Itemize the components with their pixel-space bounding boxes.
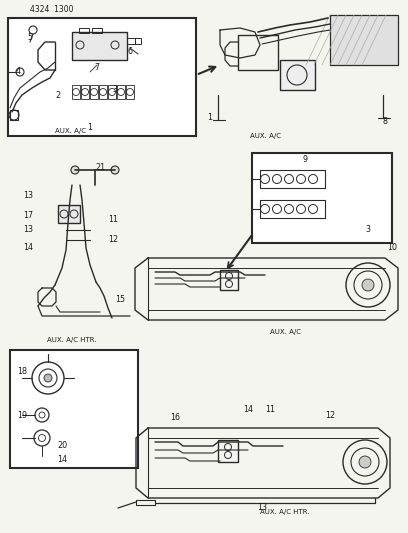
Text: 14: 14 <box>243 406 253 415</box>
Text: 1: 1 <box>208 114 213 123</box>
Bar <box>99 85 107 99</box>
Text: 4: 4 <box>16 68 20 77</box>
Text: 8: 8 <box>383 117 388 126</box>
Bar <box>10 350 138 468</box>
Circle shape <box>44 374 52 382</box>
Text: 16: 16 <box>170 414 180 423</box>
Text: 21: 21 <box>95 164 105 173</box>
Text: 9: 9 <box>302 156 308 165</box>
Text: 12: 12 <box>325 410 335 419</box>
Text: 3: 3 <box>366 225 370 235</box>
Text: AUX. A/C: AUX. A/C <box>250 133 281 139</box>
Text: 17: 17 <box>23 211 33 220</box>
Text: 14: 14 <box>57 456 67 464</box>
Text: 7: 7 <box>94 63 100 72</box>
Text: 11: 11 <box>265 406 275 415</box>
Text: AUX. A/C HTR.: AUX. A/C HTR. <box>47 337 97 343</box>
Text: 14: 14 <box>23 244 33 253</box>
Text: 5: 5 <box>27 34 33 43</box>
Bar <box>252 153 392 243</box>
Bar <box>90 85 98 99</box>
Text: 4324  1300: 4324 1300 <box>30 5 73 14</box>
Bar <box>79 28 89 33</box>
Text: 12: 12 <box>108 236 118 245</box>
Text: 3: 3 <box>113 85 118 94</box>
Text: 13: 13 <box>23 190 33 199</box>
Text: AUX. A/C: AUX. A/C <box>270 329 301 335</box>
Bar <box>58 205 80 223</box>
Bar <box>81 85 89 99</box>
Bar <box>127 38 135 44</box>
Text: 13: 13 <box>23 225 33 235</box>
Text: 13: 13 <box>257 504 267 513</box>
Text: 10: 10 <box>387 244 397 253</box>
Circle shape <box>359 456 371 468</box>
Text: 1: 1 <box>87 124 93 133</box>
Bar <box>330 15 398 65</box>
Text: AUX. A/C HTR.: AUX. A/C HTR. <box>260 509 310 515</box>
Text: AUX. A/C: AUX. A/C <box>55 128 86 134</box>
Text: 18: 18 <box>17 367 27 376</box>
Text: 19: 19 <box>17 410 27 419</box>
Bar <box>72 85 80 99</box>
Text: 6: 6 <box>127 47 133 56</box>
Bar <box>280 60 315 90</box>
Bar <box>218 440 238 462</box>
Bar <box>117 85 125 99</box>
Text: 2: 2 <box>55 91 60 100</box>
Bar <box>108 85 116 99</box>
Circle shape <box>71 166 79 174</box>
Bar <box>8 18 196 136</box>
Bar <box>126 85 134 99</box>
Bar <box>238 35 278 70</box>
Circle shape <box>362 279 374 291</box>
Bar <box>135 38 141 44</box>
Bar <box>92 28 102 33</box>
Text: 15: 15 <box>115 295 125 304</box>
Circle shape <box>111 166 119 174</box>
Bar <box>10 110 18 120</box>
Bar <box>72 32 127 60</box>
Bar <box>220 270 238 290</box>
Text: 11: 11 <box>108 215 118 224</box>
Text: 20: 20 <box>57 440 67 449</box>
